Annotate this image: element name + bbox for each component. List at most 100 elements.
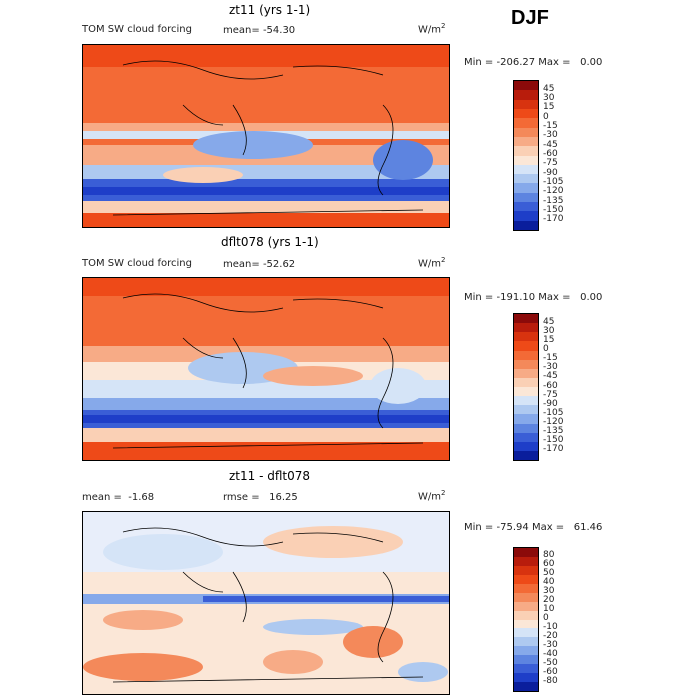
- colorbar-tick-label: -90: [543, 398, 558, 409]
- colorbar-swatch: [514, 646, 538, 656]
- panel1-map: [82, 44, 450, 228]
- colorbar-swatch: [514, 146, 538, 156]
- colorbar-tick-label: -50: [543, 657, 558, 668]
- colorbar-tick-label: -45: [543, 139, 558, 150]
- colorbar-swatch: [514, 556, 538, 566]
- colorbar-tick-label: 45: [543, 316, 555, 327]
- colorbar-swatch: [514, 127, 538, 137]
- season-label: DJF: [511, 7, 549, 29]
- colorbar-swatch: [514, 664, 538, 674]
- panel1-units: W/m2: [418, 22, 446, 36]
- colorbar-swatch: [514, 432, 538, 442]
- colorbar-swatch: [514, 368, 538, 378]
- colorbar-swatch: [514, 655, 538, 665]
- colorbar-swatch: [514, 81, 538, 91]
- colorbar-tick-label: -75: [543, 389, 558, 400]
- colorbar-tick-label: -15: [543, 121, 558, 132]
- colorbar-tick-label: -40: [543, 648, 558, 659]
- panel1-mean: mean= -54.30: [223, 25, 295, 36]
- colorbar-swatch: [514, 183, 538, 193]
- colorbar-swatch: [514, 450, 538, 460]
- panel2-map-field: [83, 278, 449, 460]
- panel2-colorbar: [513, 313, 539, 461]
- colorbar-tick-label: 15: [543, 334, 555, 345]
- colorbar-swatch: [514, 359, 538, 369]
- colorbar-tick-label: 20: [543, 595, 555, 606]
- panel2-map: [82, 277, 450, 461]
- panel2-mean: mean= -52.62: [223, 259, 295, 270]
- colorbar-swatch: [514, 583, 538, 593]
- colorbar-swatch: [514, 405, 538, 415]
- colorbar-tick-label: 0: [543, 344, 549, 354]
- colorbar-swatch: [514, 174, 538, 184]
- colorbar-tick-label: -170: [543, 214, 564, 225]
- colorbar-tick-label: -120: [543, 186, 564, 197]
- colorbar-swatch: [514, 164, 538, 175]
- colorbar-tick-label: -15: [543, 353, 558, 364]
- colorbar-tick-label: -170: [543, 444, 564, 455]
- panel2-units: W/m2: [418, 256, 446, 270]
- panel3-rmse: rmse = 16.25: [223, 492, 298, 503]
- colorbar-tick-label: 10: [543, 604, 555, 615]
- colorbar-tick-label: -30: [543, 639, 558, 650]
- colorbar-swatch: [514, 99, 538, 109]
- colorbar-tick-label: -10: [543, 621, 558, 632]
- colorbar-swatch: [514, 90, 538, 100]
- colorbar-tick-label: -80: [543, 675, 558, 686]
- panel3-rmse-value: 16.25: [269, 492, 298, 503]
- colorbar-tick-label: 40: [543, 577, 555, 588]
- colorbar-tick-label: -90: [543, 167, 558, 178]
- panel3-map: [82, 511, 450, 695]
- colorbar-tick-label: 30: [543, 93, 555, 104]
- colorbar-tick-label: 30: [543, 586, 555, 597]
- panel1-title: zt11 (yrs 1-1): [229, 3, 311, 17]
- colorbar-tick-label: -60: [543, 380, 558, 391]
- colorbar-swatch: [514, 628, 538, 638]
- panel3-units: W/m2: [418, 489, 446, 503]
- colorbar-tick-label: 0: [543, 613, 549, 623]
- colorbar-tick-label: -60: [543, 149, 558, 159]
- colorbar-tick-label: 30: [543, 325, 555, 336]
- panel1-mean-value: -54.30: [262, 25, 296, 36]
- panel3-title: zt11 - dflt078: [229, 469, 311, 483]
- colorbar-tick-label: -150: [543, 435, 564, 446]
- colorbar-swatch: [514, 414, 538, 424]
- panel2-mean-label: mean=: [223, 259, 260, 270]
- colorbar-swatch: [514, 350, 538, 360]
- panel3-map-field: [83, 512, 449, 694]
- panel1-colorbar: [513, 80, 539, 231]
- colorbar-tick-label: -150: [543, 204, 564, 215]
- colorbar-swatch: [514, 619, 538, 629]
- colorbar-tick-label: -105: [543, 407, 564, 418]
- colorbar-swatch: [514, 377, 538, 387]
- colorbar-tick-label: -135: [543, 195, 564, 206]
- colorbar-swatch: [514, 396, 538, 406]
- colorbar-tick-label: -75: [543, 158, 558, 169]
- colorbar-swatch: [514, 387, 538, 397]
- colorbar-swatch: [514, 323, 538, 333]
- panel1-minmax: Min = -206.27 Max = 0.00: [464, 57, 603, 68]
- colorbar-tick-label: 45: [543, 83, 555, 94]
- colorbar-swatch: [514, 565, 538, 575]
- colorbar-swatch: [514, 192, 538, 203]
- colorbar-tick-label: -135: [543, 426, 564, 437]
- colorbar-tick-label: -60: [543, 666, 558, 677]
- colorbar-swatch: [514, 341, 538, 351]
- colorbar-swatch: [514, 637, 538, 647]
- colorbar-swatch: [514, 548, 538, 557]
- colorbar-swatch: [514, 108, 538, 119]
- colorbar-swatch: [514, 332, 538, 342]
- panel2-title: dflt078 (yrs 1-1): [221, 235, 319, 249]
- colorbar-swatch: [514, 601, 538, 611]
- colorbar-swatch: [514, 202, 538, 212]
- colorbar-swatch: [514, 155, 538, 165]
- colorbar-tick-label: -30: [543, 362, 558, 373]
- colorbar-tick-label: 0: [543, 111, 549, 122]
- colorbar-tick-label: -20: [543, 630, 558, 641]
- colorbar-swatch: [514, 423, 538, 433]
- colorbar-swatch: [514, 118, 538, 128]
- panel3-minmax: Min = -75.94 Max = 61.46: [464, 522, 603, 533]
- panel2-minmax: Min = -191.10 Max = 0.00: [464, 292, 603, 303]
- panel3-mean: mean = -1.68: [82, 492, 154, 503]
- colorbar-swatch: [514, 220, 538, 230]
